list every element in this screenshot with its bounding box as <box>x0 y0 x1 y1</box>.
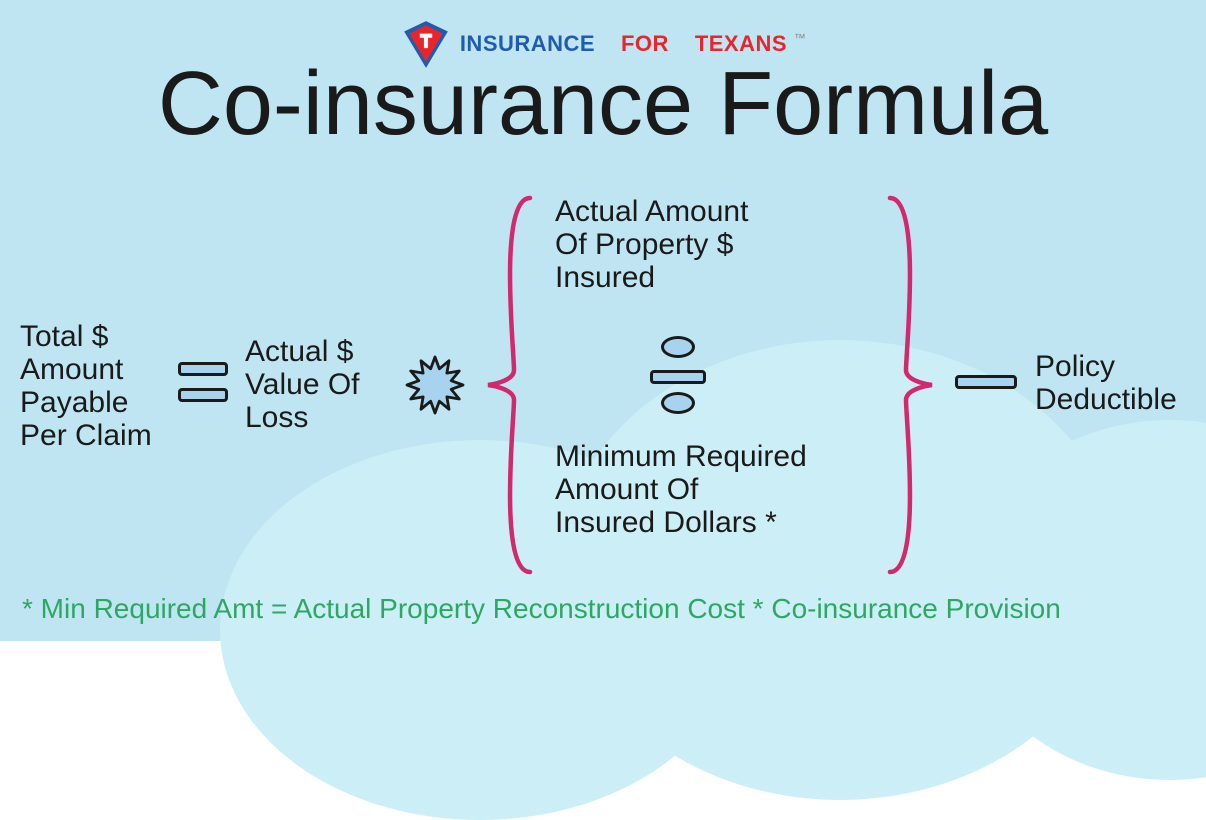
trademark-symbol: ™ <box>794 31 807 45</box>
multiply-star-icon <box>400 350 470 420</box>
right-bracket-icon <box>880 190 940 580</box>
page-title: Co-insurance Formula <box>0 55 1206 154</box>
divide-icon <box>650 370 706 384</box>
formula-denominator: Minimum Required Amount Of Insured Dolla… <box>555 440 807 539</box>
formula-result: Total $ Amount Payable Per Claim <box>20 320 152 452</box>
formula-numerator: Actual Amount Of Property $ Insured <box>555 195 748 294</box>
equals-icon <box>178 362 228 376</box>
left-bracket-icon <box>480 190 540 580</box>
divide-icon <box>661 336 695 358</box>
minus-icon <box>955 375 1017 389</box>
brand-word-1: INSURANCE <box>460 31 595 56</box>
footnote: * Min Required Amt = Actual Property Rec… <box>22 594 1061 625</box>
equals-icon <box>178 388 228 402</box>
formula-left-operand: Actual $ Value Of Loss <box>245 335 360 434</box>
brand-word-2: FOR <box>621 31 669 56</box>
brand-word-3: TEXANS <box>695 31 787 56</box>
divide-icon <box>661 392 695 414</box>
formula-right-operand: Policy Deductible <box>1035 350 1177 416</box>
